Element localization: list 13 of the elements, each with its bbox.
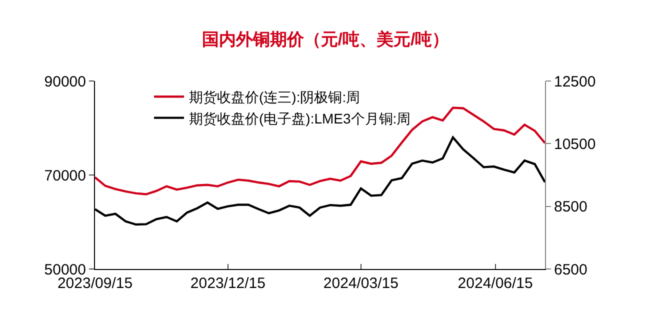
y2-tick-label: 10500 — [554, 136, 596, 153]
x-tick-label: 2024/06/15 — [458, 275, 533, 292]
x-tick-label: 2023/12/15 — [190, 275, 266, 292]
y2-tick-label: 6500 — [554, 261, 588, 278]
legend-label: 期货收盘价(连三):阴极铜:周 — [189, 89, 360, 106]
legend-label: 期货收盘价(电子盘):LME3个月铜:周 — [189, 110, 411, 126]
x-tick-label: 2024/03/15 — [323, 275, 398, 292]
line-series — [95, 106, 545, 196]
y2-tick-label: 12500 — [554, 73, 596, 90]
y-tick-label: 90000 — [44, 73, 86, 90]
y-tick-label: 70000 — [44, 167, 86, 184]
chart-title: 国内外铜期价（元/吨、美元/吨） — [202, 30, 450, 49]
y2-tick-label: 8500 — [554, 198, 588, 216]
